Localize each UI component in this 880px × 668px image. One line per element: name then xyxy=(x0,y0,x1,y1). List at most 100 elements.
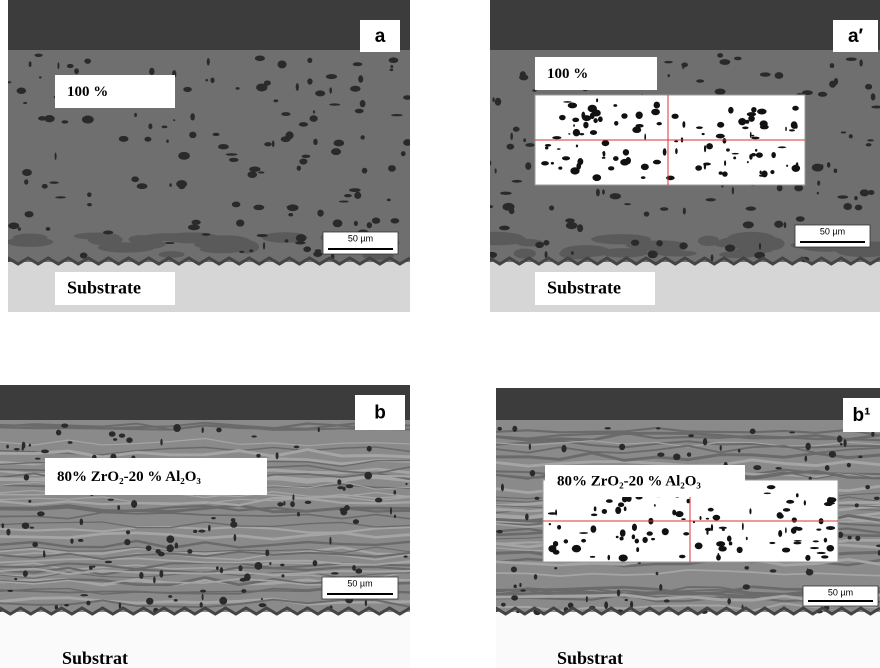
inset-pore xyxy=(727,536,732,542)
inset-pore xyxy=(738,118,746,125)
inset-pore xyxy=(759,171,761,175)
inset-pore xyxy=(782,548,790,553)
inset-pore xyxy=(699,516,701,520)
pore xyxy=(276,452,279,459)
pore xyxy=(656,427,660,429)
scale-bar-label: 50 µm xyxy=(347,578,372,588)
inset-pore xyxy=(722,529,725,531)
scale-bar-label: 50 µm xyxy=(348,233,373,243)
pore xyxy=(296,234,306,242)
inset-pore xyxy=(813,540,819,542)
pore xyxy=(825,465,830,471)
pore xyxy=(158,552,165,557)
inset-pore xyxy=(553,550,560,555)
pore xyxy=(256,454,260,458)
pore xyxy=(805,443,810,451)
pore xyxy=(7,590,13,592)
pore xyxy=(337,486,344,489)
inset-pore xyxy=(614,121,618,126)
pore xyxy=(353,519,359,524)
inset-pore xyxy=(596,98,598,102)
pore xyxy=(664,599,670,602)
pore xyxy=(511,595,518,600)
pore xyxy=(269,562,271,565)
pore xyxy=(734,57,742,61)
pore xyxy=(57,62,59,69)
inset-pore xyxy=(826,526,835,530)
pore xyxy=(23,102,27,104)
pore xyxy=(8,222,19,229)
inset-pore xyxy=(541,161,549,165)
pore xyxy=(248,171,258,178)
inset-pore xyxy=(756,152,763,157)
pore xyxy=(344,194,352,197)
inset-pore xyxy=(618,502,624,507)
pore xyxy=(249,166,260,171)
pore xyxy=(55,153,57,160)
pore xyxy=(315,90,325,96)
inset-pore xyxy=(635,539,639,544)
pore xyxy=(706,198,716,201)
pore xyxy=(168,595,172,598)
inset-pore xyxy=(624,507,627,512)
pore xyxy=(169,183,172,187)
pore xyxy=(602,189,605,194)
inset-pore xyxy=(717,553,719,557)
grain xyxy=(698,236,719,246)
inset-pore xyxy=(771,152,776,158)
pore xyxy=(28,500,31,503)
pore xyxy=(285,239,289,242)
pore xyxy=(160,439,162,446)
inset-pore xyxy=(816,529,821,531)
pore xyxy=(146,545,152,551)
pore xyxy=(355,568,362,573)
pore xyxy=(146,598,153,605)
pore xyxy=(295,241,306,244)
pore xyxy=(817,181,820,186)
inset-pore xyxy=(651,538,655,540)
pore xyxy=(687,452,691,456)
inset-pore xyxy=(613,156,619,161)
inset-pore xyxy=(557,148,561,150)
inset-pore xyxy=(737,547,743,553)
inset-pore xyxy=(789,129,795,131)
pore xyxy=(219,597,227,605)
pore xyxy=(511,566,517,572)
inset-pore xyxy=(757,109,767,115)
inset-pore xyxy=(751,135,754,137)
pore xyxy=(664,61,673,63)
inset-pore xyxy=(827,545,835,552)
inset-pore xyxy=(716,134,725,139)
pore xyxy=(619,444,625,450)
inset-pore xyxy=(602,157,606,159)
pore xyxy=(743,584,750,589)
pore xyxy=(23,570,28,577)
pore xyxy=(119,434,125,438)
pore xyxy=(703,438,707,445)
pore xyxy=(403,95,411,100)
pore xyxy=(236,87,240,90)
pore xyxy=(37,511,45,516)
pore xyxy=(364,472,372,480)
pore xyxy=(265,549,269,556)
pore xyxy=(236,220,244,227)
pore xyxy=(625,599,628,601)
pore xyxy=(234,534,237,541)
inset-pore xyxy=(732,153,739,155)
pore xyxy=(789,431,795,433)
inset-pore xyxy=(598,116,603,122)
pore xyxy=(208,525,211,532)
inset-pore xyxy=(778,530,782,537)
inset-pore xyxy=(619,537,623,541)
pore xyxy=(405,483,407,485)
inset-pore xyxy=(755,149,757,152)
pore xyxy=(329,103,340,105)
pore xyxy=(543,240,549,246)
pore xyxy=(89,566,93,570)
pore xyxy=(354,192,361,199)
pore xyxy=(187,549,192,554)
pore xyxy=(74,68,79,74)
pore xyxy=(126,437,132,442)
inset-pore xyxy=(675,511,683,517)
inset-pore xyxy=(647,531,653,535)
